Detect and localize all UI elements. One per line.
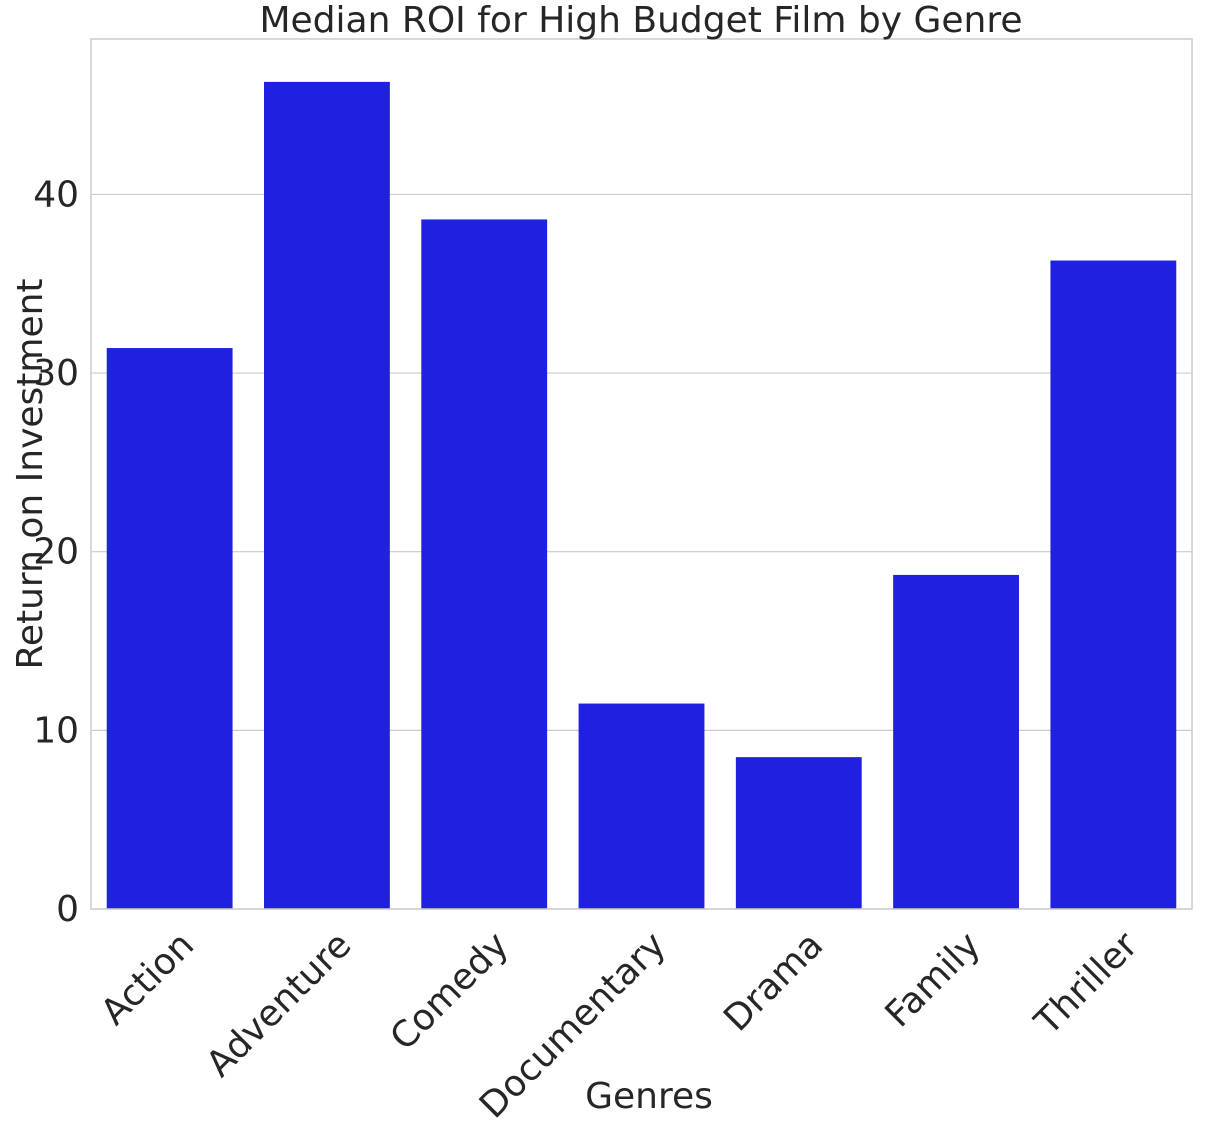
x-tick-label: Comedy <box>383 924 517 1058</box>
x-tick-label: Adventure <box>199 924 360 1085</box>
bar-comedy <box>421 219 548 909</box>
x-tick-label: Family <box>878 924 989 1035</box>
bar-family <box>893 574 1019 909</box>
y-tick-label: 30 <box>33 353 79 394</box>
y-tick-label: 40 <box>33 174 79 215</box>
plot-frame <box>90 38 1193 910</box>
x-tick-label: Drama <box>716 924 831 1039</box>
y-tick-label: 20 <box>33 532 79 573</box>
chart-title: Median ROI for High Budget Film by Genre <box>259 0 1022 41</box>
x-tick-label: Action <box>93 924 202 1033</box>
bar-documentary <box>578 703 705 909</box>
y-tick-label: 0 <box>56 889 79 930</box>
bar-thriller <box>1050 260 1177 909</box>
x-tick-label: Thriller <box>1027 924 1146 1043</box>
y-tick-label: 10 <box>33 710 79 751</box>
x-axis-label: Genres <box>585 1076 713 1117</box>
ytick-layer: 0 10 20 30 40 <box>33 174 79 930</box>
y-axis-label: Return on Investment <box>10 278 51 669</box>
bar-adventure <box>264 81 390 909</box>
bar-drama <box>735 757 862 909</box>
bar-action <box>106 348 233 910</box>
bar-layer <box>106 81 1177 910</box>
